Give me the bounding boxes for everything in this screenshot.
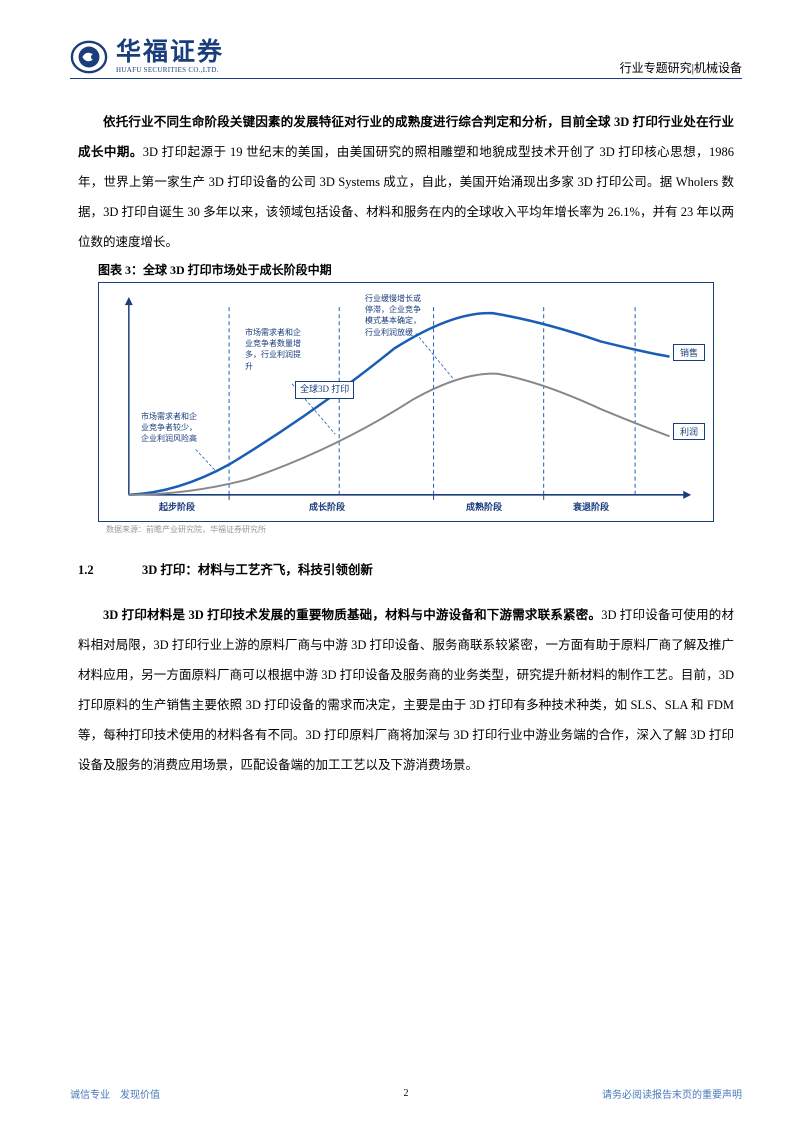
paragraph-1: 依托行业不同生命阶段关键因素的发展特征对行业的成熟度进行综合判定和分析，目前全球… (78, 107, 734, 257)
section-num: 1.2 (78, 563, 142, 578)
logo-area: 华福证券 HUAFU SECURITIES CO.,LTD. (70, 38, 224, 76)
section-1-2-title: 1.2 3D 打印：材料与工艺齐飞，科技引领创新 (78, 559, 734, 578)
company-logo-icon (70, 38, 108, 76)
phase-2: 成长阶段 (309, 500, 345, 513)
page-footer: 诚信专业 发现价值 2 请务必阅读报告末页的重要声明 (70, 1086, 742, 1101)
footer-left: 诚信专业 发现价值 (70, 1086, 160, 1101)
page-header: 华福证券 HUAFU SECURITIES CO.,LTD. 行业专题研究|机械… (70, 38, 742, 79)
lifecycle-chart: 市场需求者和企 业竞争者较少， 企业利润风险高 市场需求者和企 业竞争者数量增 … (98, 282, 714, 522)
para2-bold: 3D 打印材料是 3D 打印技术发展的重要物质基础，材料与中游设备和下游需求联系… (103, 608, 601, 622)
para1-rest: 3D 打印起源于 19 世纪末的美国，由美国研究的照相雕塑和地貌成型技术开创了 … (78, 145, 734, 249)
chart-profit-label: 利润 (673, 423, 705, 440)
footer-disclaimer: 请务必阅读报告末页的重要声明 (602, 1086, 742, 1101)
paragraph-2: 3D 打印材料是 3D 打印技术发展的重要物质基础，材料与中游设备和下游需求联系… (78, 600, 734, 780)
main-content: 依托行业不同生命阶段关键因素的发展特征对行业的成熟度进行综合判定和分析，目前全球… (70, 107, 742, 780)
chart-sales-label: 销售 (673, 344, 705, 361)
chart-annot-1: 市场需求者和企 业竞争者较少， 企业利润风险高 (141, 411, 197, 445)
phase-1: 起步阶段 (159, 500, 195, 513)
chart-annot-3: 行业缓慢增长或 停滞，企业竞争 模式基本确定， 行业利润放缓 (365, 293, 421, 338)
logo-text-cn: 华福证券 (116, 40, 224, 65)
chart-title: 图表 3：全球 3D 打印市场处于成长阶段中期 (78, 261, 734, 278)
chart-global3d-box: 全球3D 打印 (295, 381, 354, 399)
chart-source: 数据来源：前瞻产业研究院，华福证券研究所 (78, 524, 734, 535)
phase-4: 衰退阶段 (573, 500, 609, 513)
phase-3: 成熟阶段 (466, 500, 502, 513)
page-number: 2 (404, 1088, 409, 1099)
logo-text-en: HUAFU SECURITIES CO.,LTD. (116, 67, 224, 74)
section-text: 3D 打印：材料与工艺齐飞，科技引领创新 (142, 559, 373, 578)
header-category: 行业专题研究|机械设备 (620, 59, 742, 76)
para2-rest: 3D 打印设备可使用的材料相对局限，3D 打印行业上游的原料厂商与中游 3D 打… (78, 608, 734, 772)
chart-annot-2: 市场需求者和企 业竞争者数量增 多，行业利润提 升 (245, 327, 301, 372)
